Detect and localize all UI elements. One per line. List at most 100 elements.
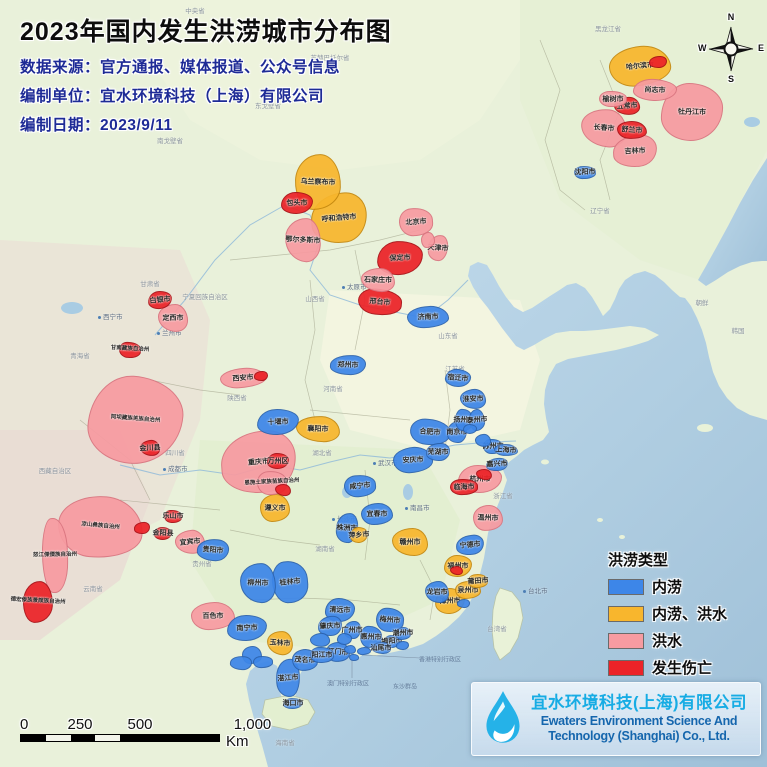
province-label: 海南省	[275, 740, 295, 747]
flood-region-label: 郑州市	[337, 361, 359, 369]
city-label: 南昌市	[405, 502, 430, 512]
compass-rose: N E S W	[698, 12, 764, 84]
company-logo-box: 宜水环境科技(上海)有限公司 Ewaters Environment Scien…	[471, 682, 761, 756]
title-block: 2023年国内发生洪涝城市分布图 数据来源：官方通报、媒体报道、公众号信息 编制…	[20, 12, 392, 135]
province-label: 贵州省	[192, 561, 212, 568]
flood-region	[421, 232, 435, 248]
flood-region	[254, 371, 268, 381]
compass-south-label: S	[727, 74, 735, 84]
province-label: 青海省	[70, 353, 90, 360]
flood-region: 郑州市	[329, 354, 367, 376]
flood-region-label: 榆树市	[602, 95, 624, 103]
flood-region-label: 舒兰市	[621, 125, 643, 135]
flood-region-label: 桂林市	[279, 577, 301, 587]
flood-region-label: 广州市	[341, 626, 363, 634]
province-label: 陕西省	[227, 395, 247, 402]
flood-region: 甘南藏族自治州	[110, 341, 150, 359]
flood-region-label: 甘南藏族自治州	[110, 345, 150, 354]
flood-region: 吉林市	[612, 133, 658, 169]
flood-region: 萍乡市	[348, 526, 370, 544]
flood-region: 龙岩市	[424, 580, 450, 604]
flood-region-label: 凉山彝族自治州	[80, 521, 120, 531]
flood-region-label: 芜湖市	[427, 448, 449, 456]
legend-swatch-1	[608, 605, 644, 622]
province-label: 苏赫巴托尔省	[310, 55, 350, 62]
province-label: 南戈壁省	[157, 138, 183, 145]
city-label: 台北市	[523, 585, 548, 595]
legend-swatch-2	[608, 632, 644, 649]
flood-region: 阳江市	[309, 646, 335, 664]
flood-region: 舒兰市	[616, 119, 648, 141]
flood-region-label: 遵义市	[264, 504, 286, 512]
flood-region-label: 石家庄市	[363, 276, 393, 284]
flood-region: 临海市	[449, 478, 479, 496]
city-label: 太原市	[342, 281, 367, 291]
sea-label: 东沙群岛	[392, 684, 418, 691]
flood-region-label: 宿迁市	[447, 373, 469, 383]
legend-title: 洪涝类型	[608, 552, 669, 569]
flood-region-label: 咸宁市	[349, 481, 371, 491]
flood-region-label: 莆田市	[467, 576, 489, 586]
company-name: 宜水环境科技(上海)有限公司 Ewaters Environment Scien…	[526, 694, 752, 744]
flood-region-label: 定西市	[162, 314, 184, 322]
legend-label: 洪水	[652, 633, 683, 650]
flood-region-label: 玉林市	[269, 638, 291, 648]
scale-tick-250: 250	[67, 716, 93, 733]
flood-region-label: 淮安市	[462, 395, 484, 403]
city-label: 兰州市	[157, 327, 182, 337]
compass-north-label: N	[727, 12, 735, 22]
flood-region-label: 上海市	[495, 445, 517, 455]
flood-region: 柳州市	[239, 562, 277, 604]
compass-west-label: W	[698, 43, 707, 53]
flood-region: 包头市	[280, 191, 314, 215]
flood-region-label: 赣州市	[399, 538, 421, 546]
flood-region: 阿坝藏族羌族自治州	[84, 372, 186, 468]
flood-region-label: 阳江市	[311, 651, 333, 659]
flood-region	[462, 423, 478, 435]
legend-items: 内涝 内涝、洪水 洪水 发生伤亡	[608, 576, 727, 678]
compass-star-icon	[708, 26, 754, 72]
flood-region: 桂林市	[270, 559, 310, 605]
sea-label: 澳门特别行政区	[326, 681, 370, 688]
flood-region: 宜春市	[360, 502, 394, 526]
flood-region-label: 万州区	[267, 457, 289, 465]
scale-tick-500: 500	[127, 716, 153, 733]
flood-region-label: 临海市	[453, 483, 475, 491]
flood-region-label: 白银市	[149, 295, 171, 305]
legend-item: 内涝	[608, 576, 727, 597]
scale-tick-0: 0	[20, 716, 29, 733]
flood-region-label: 海口市	[282, 699, 304, 707]
flood-region-label: 龙岩市	[426, 588, 448, 596]
flood-region: 宿迁市	[444, 367, 472, 389]
flood-region	[229, 655, 253, 671]
flood-region-label: 十堰市	[267, 418, 289, 426]
flood-region-label: 泉州市	[457, 586, 479, 594]
flood-region: 襄阳市	[295, 415, 341, 443]
legend-swatch-3	[608, 659, 644, 676]
flood-region	[348, 653, 360, 661]
scale-bar-segments	[20, 734, 220, 742]
flood-region: 嘉兴市	[485, 456, 509, 472]
flood-region: 白银市	[147, 289, 173, 311]
company-name-cn: 宜水环境科技(上海)有限公司	[531, 694, 747, 713]
flood-region	[133, 521, 151, 535]
page-title: 2023年国内发生洪涝城市分布图	[20, 18, 392, 46]
flood-region-label: 尚志市	[644, 85, 666, 95]
flood-region: 石家庄市	[360, 267, 396, 293]
water-drop-icon	[486, 691, 520, 743]
legend-item: 洪水	[608, 630, 727, 651]
flood-region-label: 宁德市	[459, 540, 481, 550]
flood-region: 鄂尔多斯市	[283, 217, 323, 263]
flood-region: 温州市	[472, 504, 504, 532]
flood-region	[343, 644, 357, 654]
flood-region-label: 鄂尔多斯市	[285, 235, 321, 245]
province-label: 山东省	[438, 333, 458, 340]
flood-region: 沈阳市	[573, 165, 597, 179]
flood-region-label: 宜春市	[366, 510, 388, 518]
flood-region: 莆田市	[467, 573, 489, 589]
flood-region-label: 嘉兴市	[486, 459, 508, 469]
flood-region	[252, 655, 274, 669]
flood-region: 乐山市	[162, 509, 184, 523]
scale-unit: Km	[226, 733, 249, 750]
taiwan-island	[491, 587, 524, 661]
